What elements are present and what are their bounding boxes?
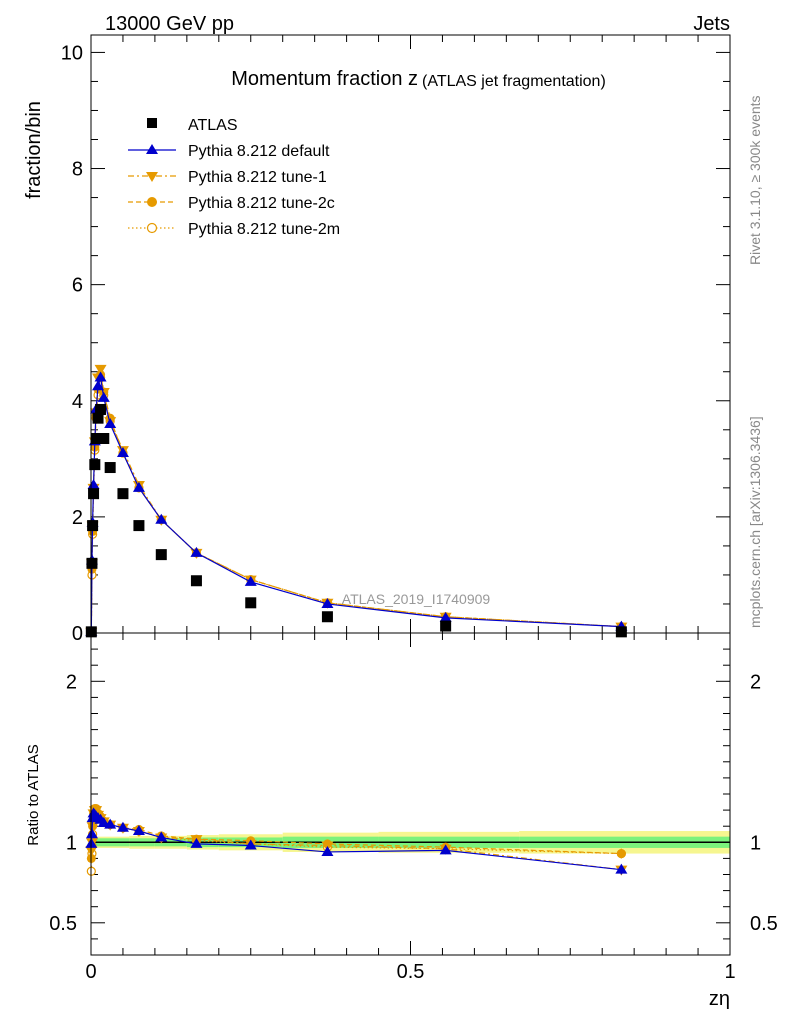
main-y-tick-label: 10	[61, 42, 83, 64]
x-tick-label: 1	[724, 961, 735, 983]
legend-marker-tune-2c	[147, 197, 157, 207]
main-data-point	[94, 371, 107, 382]
main-data-point	[132, 481, 145, 492]
atlas-data-point	[88, 488, 100, 500]
legend-marker-tune-1	[146, 172, 158, 182]
atlas-data-point	[104, 462, 116, 474]
ratio-data-point	[321, 845, 334, 856]
atlas-data-point	[117, 488, 129, 500]
category-label: Jets	[693, 13, 730, 35]
legend-label-tune-2m: Pythia 8.212 tune-2m	[188, 221, 340, 238]
ratio-data-point	[616, 849, 626, 859]
ratio-series-layer	[85, 803, 628, 876]
ratio-data-point	[104, 818, 117, 829]
mcplots-label: mcplots.cern.ch [arXiv:1306.3436]	[747, 416, 763, 628]
atlas-data-point	[190, 575, 202, 587]
atlas-data-point	[86, 557, 98, 569]
main-y-tick-label: 4	[72, 391, 83, 413]
main-data-point	[104, 417, 117, 428]
x-tick-label: 0	[85, 961, 96, 983]
main-y-tick-label: 6	[72, 275, 83, 297]
atlas-data-point	[95, 403, 107, 415]
legend-marker-default	[146, 144, 158, 154]
plot-title: Momentum fraction z	[231, 68, 418, 90]
legend-label-tune-1: Pythia 8.212 tune-1	[188, 169, 327, 186]
ratio-data-point	[190, 837, 203, 848]
ratio-series-pythia-8-212-default	[85, 807, 628, 875]
main-y-tick-label: 8	[72, 159, 83, 181]
energy-label: 13000 GeV pp	[105, 13, 234, 35]
atlas-data-point	[155, 549, 167, 561]
main-series-line	[90, 368, 622, 632]
ratio-data-point	[615, 863, 628, 874]
atlas-data-point	[98, 433, 110, 445]
atlas-data-point	[321, 611, 333, 623]
ratio-y-tick-label: 1	[66, 832, 77, 854]
plot-title-suffix: (ATLAS jet fragmentation)	[422, 73, 606, 90]
ratio-data-point	[132, 825, 145, 836]
main-series-atlas	[85, 403, 627, 638]
x-axis-label: zη	[709, 988, 730, 1010]
legend-label-default: Pythia 8.212 default	[188, 143, 330, 160]
legend-marker-tune-2m	[146, 222, 158, 234]
ratio-plot-panel: Ratio to ATLAS 0.5 0.5 1 1 2 2 0 0.5 1 zη	[25, 632, 778, 1010]
main-data-point	[116, 447, 129, 458]
legend-label-atlas: ATLAS	[188, 117, 238, 134]
main-y-tick-label: 0	[72, 623, 83, 645]
legend-label-tune-2c: Pythia 8.212 tune-2c	[188, 195, 335, 212]
legend-entry-tune-1: Pythia 8.212 tune-1	[128, 169, 327, 186]
ratio-y-tick-label-right: 2	[750, 671, 761, 693]
main-y-tick-label: 2	[72, 507, 83, 529]
legend-entry-tune-2c: Pythia 8.212 tune-2c	[128, 195, 335, 212]
x-tick-label: 0.5	[397, 961, 425, 983]
legend-entry-atlas: ATLAS	[147, 117, 238, 134]
ratio-data-point	[85, 828, 98, 839]
main-data-point	[439, 611, 452, 622]
ratio-data-point	[116, 821, 129, 832]
main-data-point	[321, 597, 334, 608]
ratio-data-point	[155, 831, 168, 842]
legend-entry-default: Pythia 8.212 default	[128, 143, 330, 160]
atlas-data-point	[245, 597, 257, 609]
main-y-axis-label: fraction/bin	[23, 101, 45, 199]
atlas-data-point	[440, 620, 452, 632]
ratio-y-tick-label: 2	[66, 671, 77, 693]
main-data-point	[92, 380, 105, 391]
ratio-axis-ticks: 0.5 0.5 1 1 2 2 0 0.5 1	[49, 633, 778, 983]
main-plot-panel: Momentum fraction z (ATLAS jet fragmenta…	[23, 34, 731, 645]
ratio-y-tick-label-right: 1	[750, 832, 761, 854]
legend-marker-atlas	[147, 118, 157, 128]
main-data-point	[94, 364, 107, 375]
atlas-data-point	[615, 626, 627, 638]
atlas-data-point	[92, 412, 104, 424]
main-data-point	[190, 546, 203, 557]
main-data-point	[97, 391, 110, 402]
ratio-plot-frame	[90, 632, 731, 956]
legend: ATLAS Pythia 8.212 default Pythia 8.212 …	[128, 117, 340, 238]
ratio-data-point	[244, 839, 257, 850]
main-data-point	[244, 575, 257, 586]
ratio-data-point	[439, 844, 452, 855]
rivet-label: Rivet 3.1.10, ≥ 300k events	[747, 95, 763, 265]
atlas-data-point	[133, 520, 145, 532]
main-axis-ticks: 0 2 4 6 8 10	[61, 35, 731, 645]
ratio-y-axis-label: Ratio to ATLAS	[25, 744, 42, 845]
legend-entry-tune-2m: Pythia 8.212 tune-2m	[128, 221, 340, 238]
ratio-y-tick-label-right: 0.5	[750, 913, 778, 935]
atlas-data-point	[89, 459, 101, 471]
analysis-watermark: ATLAS_2019_I1740909	[342, 591, 491, 607]
main-data-point	[155, 513, 168, 524]
atlas-data-point	[90, 433, 102, 445]
atlas-data-point	[87, 520, 99, 532]
ratio-y-tick-label: 0.5	[49, 913, 77, 935]
